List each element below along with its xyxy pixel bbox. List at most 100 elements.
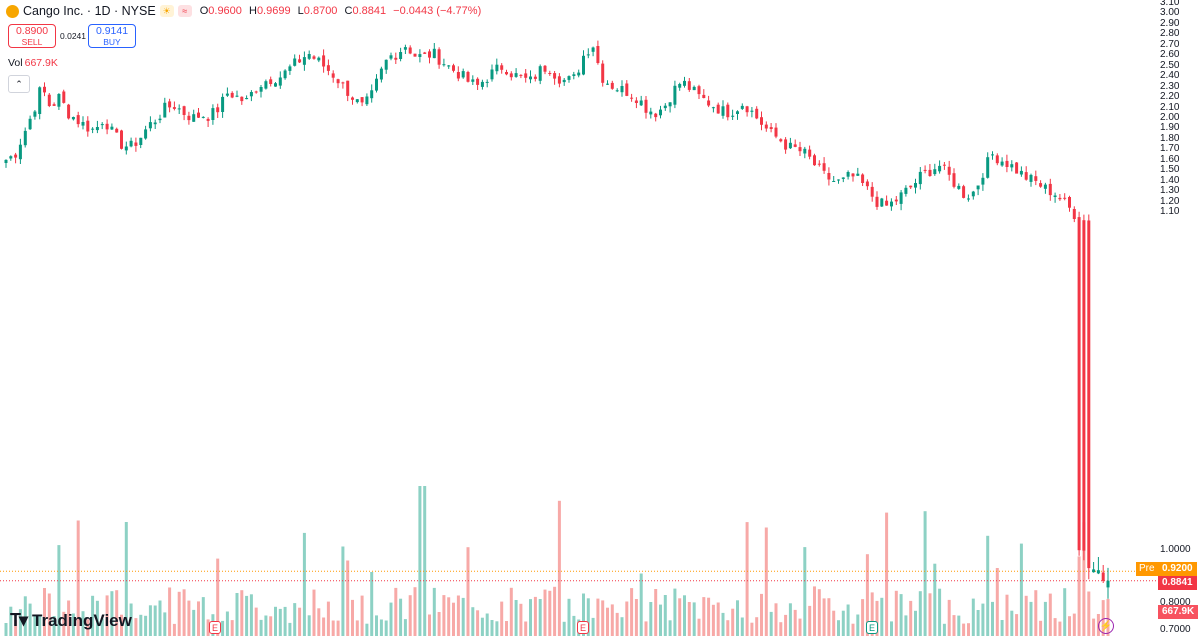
candle[interactable] [1072,206,1076,223]
candle[interactable] [1068,195,1071,212]
candle[interactable] [28,115,32,130]
candle[interactable] [331,70,335,83]
candle[interactable] [947,160,951,181]
candle[interactable] [1010,160,1014,172]
candle[interactable] [562,78,566,86]
candle[interactable] [659,105,662,119]
candle[interactable] [447,65,451,69]
candle[interactable] [240,96,244,105]
candle[interactable] [610,80,614,90]
candle[interactable] [663,103,667,111]
candle[interactable] [1005,154,1009,173]
candle[interactable] [254,90,258,94]
candle[interactable] [678,82,682,91]
candle[interactable] [235,90,239,98]
candle[interactable] [384,59,388,74]
candle[interactable] [1029,173,1033,187]
candle[interactable] [957,183,961,190]
candle[interactable] [967,194,970,202]
candle[interactable] [529,70,532,84]
candle[interactable] [105,119,109,135]
candle[interactable] [192,109,196,122]
candle[interactable] [91,127,95,134]
candle[interactable] [572,71,576,80]
candle[interactable] [298,54,302,63]
candle[interactable] [139,137,143,149]
candle[interactable] [899,190,903,211]
candle[interactable] [817,160,821,167]
candle[interactable] [880,197,884,207]
candle[interactable] [885,195,889,206]
candle[interactable] [442,58,446,67]
candle[interactable] [938,160,942,174]
candle[interactable] [615,88,619,93]
candle[interactable] [933,163,937,176]
candle[interactable] [110,123,114,131]
candle[interactable] [784,137,788,154]
candle[interactable] [553,71,557,85]
candle[interactable] [620,80,624,97]
candle[interactable] [745,105,749,117]
candle[interactable] [163,97,167,118]
candle[interactable] [942,162,946,170]
candle[interactable] [538,64,542,85]
candle[interactable] [418,49,422,63]
lightning-icon[interactable]: ⚡ [1098,618,1114,634]
candle[interactable] [971,190,975,200]
candle[interactable] [471,75,475,85]
candle[interactable] [500,63,504,74]
candle[interactable] [158,114,162,124]
candle[interactable] [322,49,326,73]
candle[interactable] [582,50,585,76]
candle[interactable] [904,185,908,197]
candle[interactable] [687,78,691,92]
candle[interactable] [466,70,470,83]
candle[interactable] [654,112,658,122]
candle[interactable] [586,48,590,59]
candle[interactable] [317,56,321,63]
candle[interactable] [524,69,528,83]
candle[interactable] [375,74,378,93]
candle[interactable] [1048,178,1052,201]
candle[interactable] [134,137,138,152]
candle[interactable] [923,165,927,174]
candle[interactable] [230,91,234,99]
candle[interactable] [52,102,56,106]
candle[interactable] [630,93,634,102]
candle[interactable] [769,123,773,133]
candle[interactable] [822,157,826,174]
candle[interactable] [307,50,311,61]
candle[interactable] [692,85,696,91]
candle[interactable] [865,179,869,190]
candle[interactable] [124,141,128,155]
candle[interactable] [211,104,215,125]
candle[interactable] [774,123,778,139]
candle[interactable] [312,55,316,60]
candle[interactable] [1015,162,1019,174]
candle[interactable] [1058,194,1062,201]
candle[interactable] [432,43,436,59]
candle[interactable] [245,95,249,100]
candle[interactable] [379,66,383,83]
candle[interactable] [846,170,850,180]
candle[interactable] [962,184,966,199]
candle[interactable] [370,84,374,103]
candle[interactable] [278,71,282,89]
candle[interactable] [249,90,253,102]
candle[interactable] [264,79,268,90]
candle[interactable] [644,96,648,119]
candle[interactable] [144,125,148,140]
candle[interactable] [428,49,431,64]
candle[interactable] [394,52,398,64]
candle[interactable] [172,101,176,111]
candle[interactable] [57,93,61,110]
candle[interactable] [355,99,359,104]
candle[interactable] [336,78,340,89]
candle[interactable] [976,185,980,196]
candle[interactable] [995,153,999,166]
candle[interactable] [721,100,725,119]
candle[interactable] [1039,180,1043,188]
candle[interactable] [870,182,874,202]
candle[interactable] [601,60,605,87]
candle[interactable] [148,116,152,132]
